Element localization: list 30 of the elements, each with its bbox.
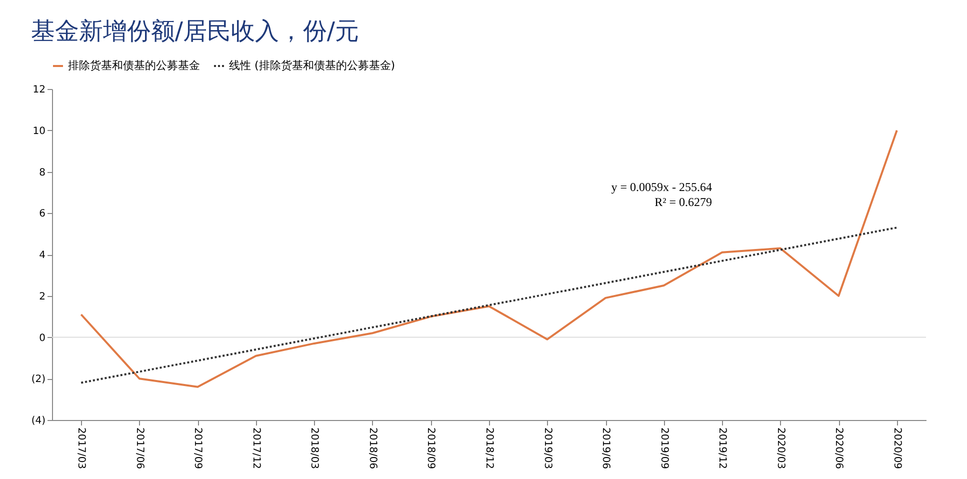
x-tick-label: 2018/09 xyxy=(425,428,436,470)
y-tick-label: (4) xyxy=(31,416,46,426)
x-tick-label: 2020/09 xyxy=(891,428,902,470)
x-tick-label: 2019/06 xyxy=(600,428,612,470)
y-tick-label: 2 xyxy=(39,291,46,302)
x-tick-label: 2019/03 xyxy=(542,428,553,470)
chart-title: 基金新增份额/居民收入，份/元 xyxy=(30,17,360,45)
y-tick-label: 6 xyxy=(39,208,46,220)
legend-label: 排除货基和债基的公募基金 xyxy=(68,59,200,72)
x-tick-label: 2019/12 xyxy=(716,428,728,470)
legend-label: 线性 (排除货基和债基的公募基金) xyxy=(229,59,396,72)
y-tick-label: 4 xyxy=(39,250,46,261)
x-tick-label: 2017/09 xyxy=(192,428,204,470)
y-tick-label: (2) xyxy=(31,374,46,386)
line-series xyxy=(80,129,898,388)
x-tick-label: 2018/06 xyxy=(366,428,378,470)
x-tick-label: 2018/03 xyxy=(308,428,320,470)
x-tick-label: 2019/09 xyxy=(658,428,670,470)
x-tick-label: 2018/12 xyxy=(484,428,494,470)
annotation: R² = 0.6279 xyxy=(654,195,712,209)
y-tick-label: 8 xyxy=(39,167,46,178)
x-tick-label: 2017/06 xyxy=(134,428,145,470)
x-tick-label: 2020/06 xyxy=(833,428,844,470)
y-tick-label: 10 xyxy=(32,126,46,137)
x-tick-label: 2017/12 xyxy=(250,428,262,470)
x-tick-label: 2017/03 xyxy=(76,428,87,470)
y-tick-label: 0 xyxy=(39,332,46,344)
annotation: y = 0.0059x - 255.64 xyxy=(611,180,712,194)
y-tick-label: 12 xyxy=(32,84,46,96)
x-tick-label: 2020/03 xyxy=(774,428,786,470)
